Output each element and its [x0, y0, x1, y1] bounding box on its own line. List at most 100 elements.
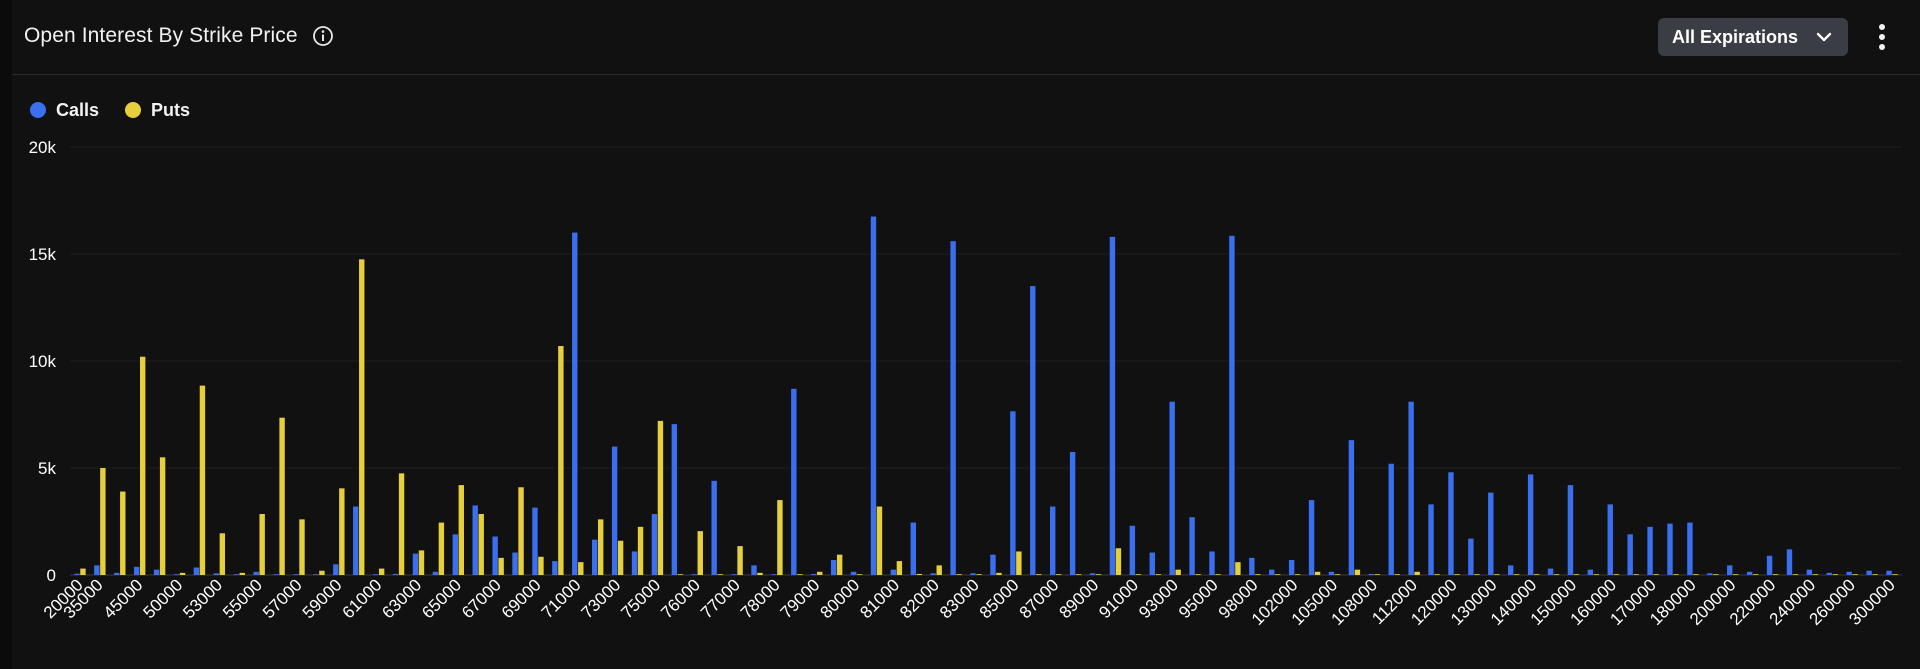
bar-calls-110000[interactable]: [1388, 463, 1394, 575]
bar-puts-145000[interactable]: [1553, 574, 1560, 575]
bar-calls-40000[interactable]: [114, 572, 120, 575]
bar-calls-75000[interactable]: [651, 514, 658, 575]
bar-calls-50000[interactable]: [173, 574, 180, 575]
bar-calls-220000[interactable]: [1766, 555, 1773, 575]
bar-puts-112000[interactable]: [1414, 571, 1420, 575]
bar-puts-104000[interactable]: [1314, 571, 1321, 575]
bar-calls-230000[interactable]: [1786, 549, 1793, 575]
bar-calls-80500[interactable]: [870, 216, 877, 576]
bar-calls-78000[interactable]: [771, 574, 777, 575]
bar-calls-35000[interactable]: [94, 565, 100, 575]
bar-puts-108000[interactable]: [1374, 574, 1381, 575]
bar-calls-45000[interactable]: [133, 566, 140, 575]
bar-calls-53000[interactable]: [213, 573, 220, 575]
bar-puts-67000[interactable]: [498, 557, 504, 575]
bar-puts-54000[interactable]: [239, 572, 245, 575]
bar-puts-125000[interactable]: [1474, 574, 1480, 575]
bar-puts-58000[interactable]: [319, 570, 325, 575]
bar-calls-175000[interactable]: [1667, 523, 1673, 575]
bar-calls-77000[interactable]: [731, 574, 737, 575]
bar-puts-64000[interactable]: [438, 522, 445, 575]
bar-puts-20000[interactable]: [80, 568, 86, 575]
bar-calls-108000[interactable]: [1368, 573, 1375, 575]
bar-calls-135000[interactable]: [1507, 565, 1514, 575]
bar-puts-71000[interactable]: [578, 562, 584, 575]
bar-puts-40000[interactable]: [120, 491, 126, 575]
bar-puts-130000[interactable]: [1494, 574, 1500, 575]
bar-puts-72000[interactable]: [597, 519, 604, 575]
bar-puts-155000[interactable]: [1593, 574, 1600, 575]
bar-calls-62000[interactable]: [392, 573, 399, 575]
bar-calls-104000[interactable]: [1308, 500, 1315, 575]
bar-calls-86000[interactable]: [1030, 286, 1036, 575]
bar-calls-160000[interactable]: [1607, 504, 1613, 575]
bar-puts-65000[interactable]: [458, 485, 465, 575]
bar-puts-81000[interactable]: [896, 561, 903, 575]
bar-puts-88000[interactable]: [1075, 574, 1082, 575]
bar-calls-58000[interactable]: [313, 574, 319, 575]
bar-puts-80500[interactable]: [876, 506, 883, 575]
bar-puts-70000[interactable]: [558, 346, 564, 575]
bar-puts-76000[interactable]: [697, 531, 703, 575]
bar-calls-125000[interactable]: [1468, 538, 1474, 575]
bar-puts-78500[interactable]: [797, 574, 803, 575]
bar-calls-102000[interactable]: [1288, 560, 1295, 575]
bar-puts-68000[interactable]: [518, 487, 524, 575]
bar-puts-83000[interactable]: [976, 574, 982, 575]
bar-puts-240000[interactable]: [1812, 574, 1819, 575]
bar-calls-48000[interactable]: [153, 569, 160, 575]
bar-calls-88000[interactable]: [1069, 451, 1076, 575]
bar-puts-135000[interactable]: [1513, 574, 1520, 575]
bar-puts-35000[interactable]: [100, 468, 106, 575]
bar-calls-106000[interactable]: [1348, 440, 1355, 575]
bar-calls-165000[interactable]: [1627, 534, 1633, 575]
bar-puts-280000[interactable]: [1872, 574, 1878, 575]
bar-calls-90000[interactable]: [1109, 236, 1116, 575]
bar-calls-71000[interactable]: [572, 232, 578, 575]
bar-calls-81500[interactable]: [910, 522, 917, 575]
bar-calls-76500[interactable]: [711, 480, 717, 575]
bar-puts-62000[interactable]: [398, 473, 405, 575]
bar-calls-100000[interactable]: [1269, 569, 1275, 575]
bar-puts-91000[interactable]: [1135, 574, 1142, 575]
bar-calls-105000[interactable]: [1328, 571, 1335, 575]
bar-calls-94000[interactable]: [1189, 517, 1195, 575]
bar-puts-86000[interactable]: [1036, 574, 1042, 575]
bar-calls-180000[interactable]: [1687, 522, 1693, 575]
bar-puts-160000[interactable]: [1613, 574, 1619, 575]
expiration-dropdown[interactable]: All Expirations: [1658, 18, 1848, 56]
bar-puts-57000[interactable]: [299, 519, 305, 575]
bar-calls-77500[interactable]: [751, 565, 757, 575]
bar-calls-85000[interactable]: [1010, 411, 1016, 575]
bar-calls-145000[interactable]: [1547, 568, 1554, 575]
bar-calls-240000[interactable]: [1806, 569, 1813, 575]
bar-puts-94000[interactable]: [1195, 574, 1201, 575]
bar-calls-61000[interactable]: [372, 574, 379, 575]
bar-calls-98000[interactable]: [1249, 557, 1255, 575]
bar-puts-115000[interactable]: [1434, 574, 1440, 575]
bar-calls-72000[interactable]: [591, 539, 598, 575]
bar-calls-76000[interactable]: [691, 574, 697, 575]
bar-calls-83000[interactable]: [970, 573, 976, 575]
bar-calls-170000[interactable]: [1647, 526, 1653, 575]
bar-puts-260000[interactable]: [1852, 574, 1858, 575]
bar-calls-20000[interactable]: [74, 573, 80, 575]
bar-puts-87000[interactable]: [1055, 574, 1062, 575]
bar-puts-63000[interactable]: [418, 550, 425, 575]
bar-calls-87000[interactable]: [1049, 506, 1056, 575]
info-icon[interactable]: [312, 25, 334, 47]
bar-puts-53000[interactable]: [219, 533, 226, 575]
bar-puts-102000[interactable]: [1294, 574, 1301, 575]
bar-calls-56000[interactable]: [273, 574, 279, 575]
bar-puts-92000[interactable]: [1155, 574, 1161, 575]
bar-puts-220000[interactable]: [1772, 574, 1779, 575]
bar-calls-120000[interactable]: [1448, 472, 1454, 575]
bar-calls-260000[interactable]: [1846, 571, 1852, 575]
bar-calls-57000[interactable]: [293, 574, 299, 575]
bar-puts-100000[interactable]: [1275, 574, 1281, 575]
bar-puts-95000[interactable]: [1215, 574, 1221, 575]
bar-calls-89000[interactable]: [1089, 573, 1096, 575]
bar-calls-96000[interactable]: [1229, 235, 1235, 575]
bar-puts-89000[interactable]: [1095, 574, 1102, 575]
bar-puts-73000[interactable]: [617, 540, 624, 575]
